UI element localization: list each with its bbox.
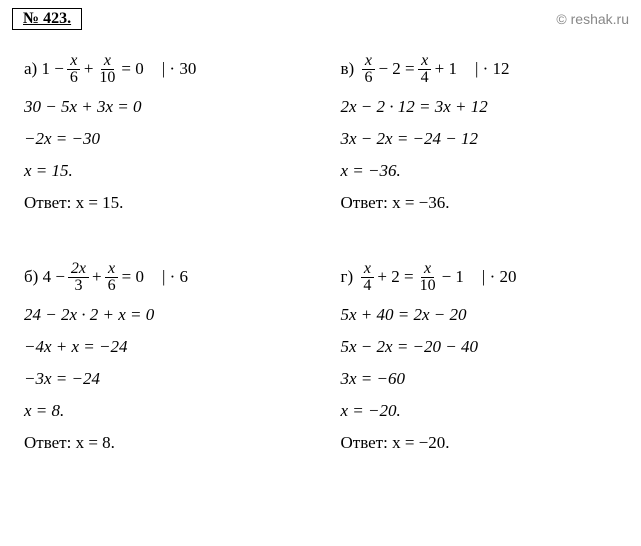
step-line: 5x + 40 = 2x − 20 <box>341 302 618 328</box>
multiply-hint: | · 30 <box>162 56 197 82</box>
step-line: 24 − 2x · 2 + x = 0 <box>24 302 301 328</box>
multiply-hint: | · 12 <box>475 56 510 82</box>
equation-line: б) 4 − 2x 3 + x 6 = 0 | · 6 <box>24 258 301 296</box>
eq-text: + 2 = <box>377 264 413 290</box>
eq-text: − 1 <box>442 264 464 290</box>
step-line: x = 8. <box>24 398 301 424</box>
step-line: x = 15. <box>24 158 301 184</box>
numerator: x <box>105 261 118 278</box>
fraction: x 6 <box>105 261 119 294</box>
fraction: x 10 <box>96 53 118 86</box>
denominator: 6 <box>361 70 375 86</box>
equation-line: г) x 4 + 2 = x 10 − 1 | · 20 <box>341 258 618 296</box>
eq-text: 4 − <box>43 264 65 290</box>
denominator: 4 <box>360 278 374 294</box>
fraction: x 4 <box>418 53 432 86</box>
problem-label: а) <box>24 56 37 82</box>
problem-b: б) 4 − 2x 3 + x 6 = 0 | · 6 24 − 2x · 2 … <box>24 258 301 462</box>
fraction: 2x 3 <box>68 261 89 294</box>
numerator: 2x <box>68 261 89 278</box>
problem-a: а) 1 − x 6 + x 10 = 0 | · 30 30 − 5x + 3… <box>24 50 301 222</box>
answer-line: Ответ: x = 8. <box>24 430 301 456</box>
eq-text: + <box>84 56 94 82</box>
denominator: 6 <box>67 70 81 86</box>
eq-text: = 0 <box>121 56 143 82</box>
fraction: x 6 <box>361 53 375 86</box>
numerator: x <box>362 53 375 70</box>
answer-line: Ответ: x = 15. <box>24 190 301 216</box>
problem-label: б) <box>24 264 38 290</box>
denominator: 3 <box>71 278 85 294</box>
fraction: x 6 <box>67 53 81 86</box>
step-line: 2x − 2 · 12 = 3x + 12 <box>341 94 618 120</box>
step-line: 5x − 2x = −20 − 40 <box>341 334 618 360</box>
denominator: 10 <box>96 70 118 86</box>
problem-label: г) <box>341 264 354 290</box>
eq-text: 1 − <box>41 56 63 82</box>
equation-line: в) x 6 − 2 = x 4 + 1 | · 12 <box>341 50 618 88</box>
denominator: 6 <box>105 278 119 294</box>
problem-g: г) x 4 + 2 = x 10 − 1 | · 20 5x + 40 = 2… <box>341 258 618 462</box>
answer-line: Ответ: x = −20. <box>341 430 618 456</box>
problem-number: № 423. <box>12 8 82 30</box>
eq-text: + 1 <box>435 56 457 82</box>
header: № 423. © reshak.ru <box>12 8 629 30</box>
equation-line: а) 1 − x 6 + x 10 = 0 | · 30 <box>24 50 301 88</box>
multiply-hint: | · 6 <box>162 264 188 290</box>
problem-label: в) <box>341 56 355 82</box>
denominator: 4 <box>418 70 432 86</box>
numerator: x <box>418 53 431 70</box>
step-line: 3x = −60 <box>341 366 618 392</box>
step-line: −2x = −30 <box>24 126 301 152</box>
step-line: −3x = −24 <box>24 366 301 392</box>
content-grid: а) 1 − x 6 + x 10 = 0 | · 30 30 − 5x + 3… <box>24 50 617 498</box>
eq-text: + <box>92 264 102 290</box>
right-column: в) x 6 − 2 = x 4 + 1 | · 12 2x − 2 · 12 … <box>341 50 618 498</box>
step-line: x = −36. <box>341 158 618 184</box>
problem-v: в) x 6 − 2 = x 4 + 1 | · 12 2x − 2 · 12 … <box>341 50 618 222</box>
answer-line: Ответ: x = −36. <box>341 190 618 216</box>
numerator: x <box>361 261 374 278</box>
fraction: x 4 <box>360 261 374 294</box>
step-line: −4x + x = −24 <box>24 334 301 360</box>
denominator: 10 <box>417 278 439 294</box>
step-line: 30 − 5x + 3x = 0 <box>24 94 301 120</box>
eq-text: = 0 <box>122 264 144 290</box>
watermark: © reshak.ru <box>556 11 629 27</box>
fraction: x 10 <box>417 261 439 294</box>
eq-text: − 2 = <box>378 56 414 82</box>
step-line: x = −20. <box>341 398 618 424</box>
step-line: 3x − 2x = −24 − 12 <box>341 126 618 152</box>
multiply-hint: | · 20 <box>482 264 517 290</box>
numerator: x <box>67 53 80 70</box>
numerator: x <box>421 261 434 278</box>
left-column: а) 1 − x 6 + x 10 = 0 | · 30 30 − 5x + 3… <box>24 50 301 498</box>
numerator: x <box>101 53 114 70</box>
